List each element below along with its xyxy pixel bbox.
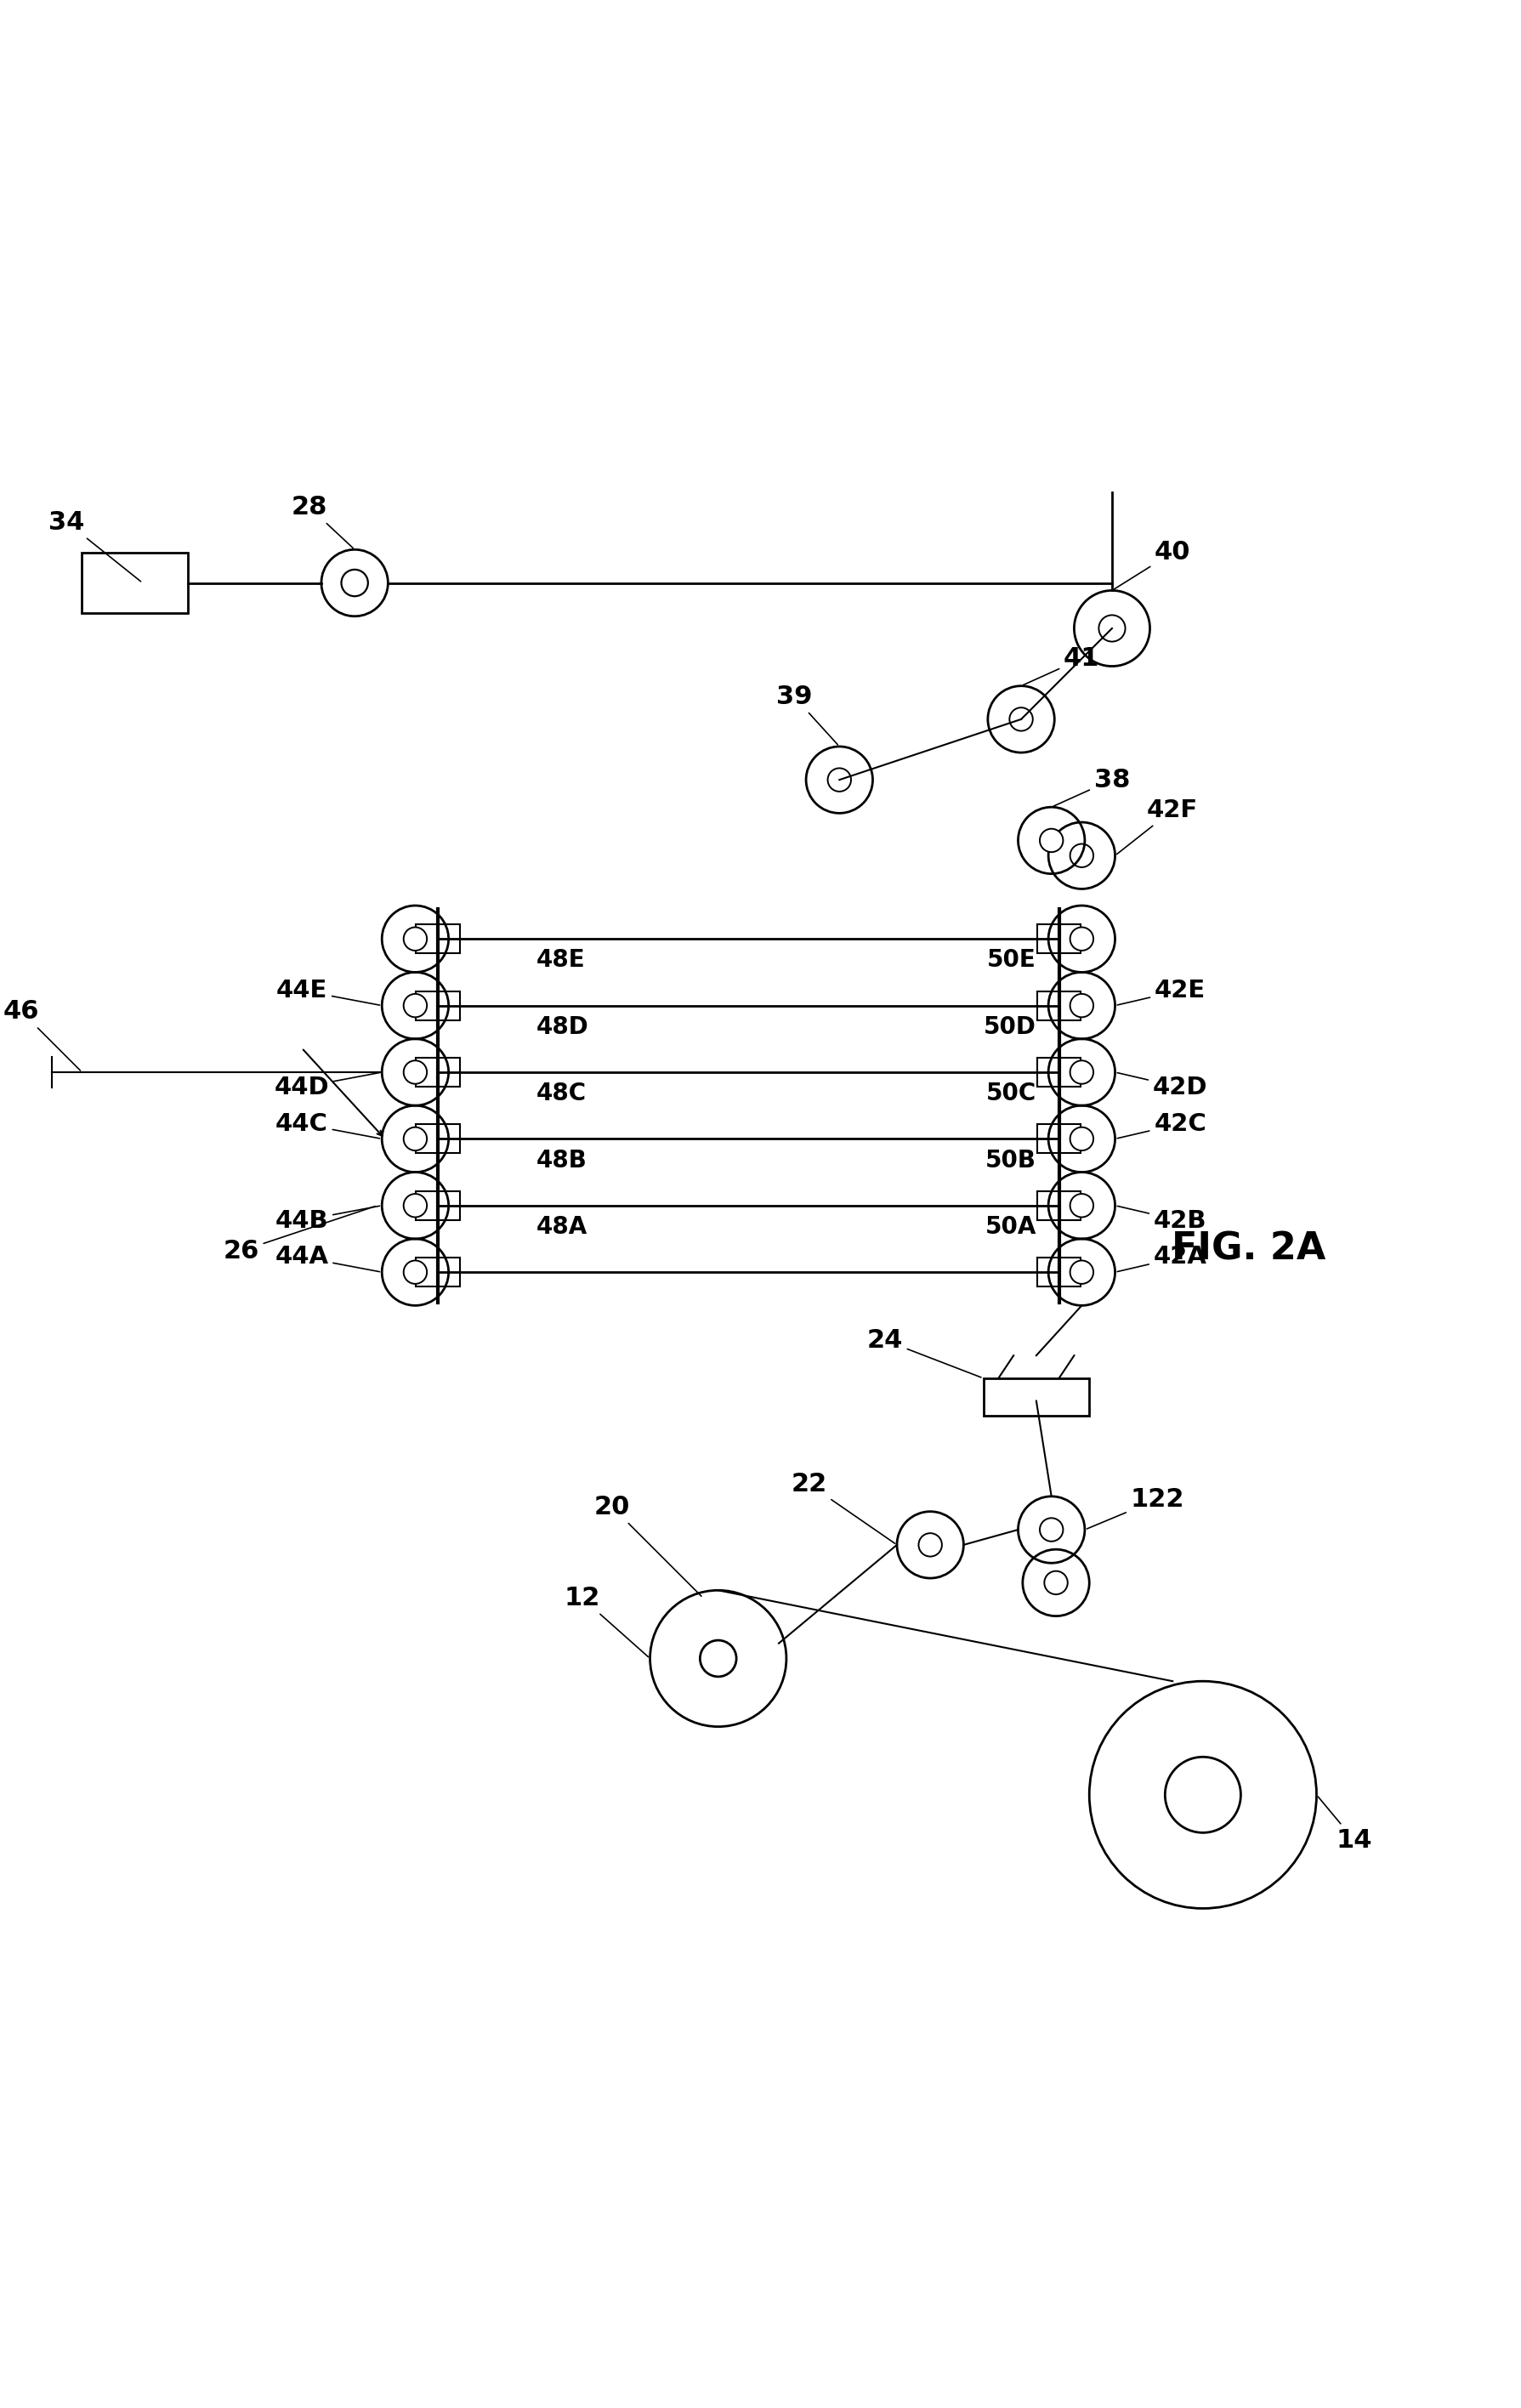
Text: 40: 40 bbox=[1113, 539, 1191, 590]
Text: 34: 34 bbox=[49, 510, 141, 580]
Text: 24: 24 bbox=[867, 1327, 981, 1377]
Bar bbox=[417, 1125, 459, 1153]
Text: 50E: 50E bbox=[987, 949, 1036, 973]
Text: 48B: 48B bbox=[537, 1149, 587, 1173]
Text: 50B: 50B bbox=[986, 1149, 1036, 1173]
Bar bbox=[1037, 992, 1081, 1021]
Circle shape bbox=[827, 768, 852, 792]
Text: 39: 39 bbox=[776, 684, 838, 744]
Text: 48E: 48E bbox=[537, 949, 586, 973]
Text: 44B: 44B bbox=[275, 1206, 380, 1233]
Bar bbox=[417, 1257, 459, 1286]
Bar bbox=[1037, 1125, 1081, 1153]
Text: 22: 22 bbox=[791, 1471, 894, 1544]
Text: 44D: 44D bbox=[274, 1072, 380, 1100]
Bar bbox=[417, 992, 459, 1021]
Text: 28: 28 bbox=[291, 494, 353, 549]
Bar bbox=[417, 1192, 459, 1221]
Bar bbox=[1037, 1057, 1081, 1086]
Text: 42F: 42F bbox=[1116, 797, 1199, 855]
Text: 50C: 50C bbox=[986, 1081, 1036, 1105]
Circle shape bbox=[1040, 828, 1063, 852]
Text: 20: 20 bbox=[595, 1495, 701, 1597]
Text: 50D: 50D bbox=[984, 1016, 1036, 1038]
Circle shape bbox=[919, 1534, 941, 1556]
Circle shape bbox=[1040, 1517, 1063, 1541]
Circle shape bbox=[1071, 1194, 1094, 1216]
Circle shape bbox=[403, 927, 427, 951]
Circle shape bbox=[1071, 1127, 1094, 1151]
Text: 44E: 44E bbox=[275, 978, 380, 1004]
Text: 38: 38 bbox=[1054, 768, 1130, 807]
Text: 44C: 44C bbox=[275, 1112, 380, 1139]
Text: 26: 26 bbox=[224, 1206, 376, 1264]
Bar bbox=[1037, 1257, 1081, 1286]
Text: 42D: 42D bbox=[1118, 1072, 1208, 1100]
Text: 42E: 42E bbox=[1118, 978, 1206, 1004]
Text: 42B: 42B bbox=[1118, 1206, 1206, 1233]
Bar bbox=[82, 551, 189, 614]
Text: 44A: 44A bbox=[275, 1245, 380, 1271]
Circle shape bbox=[1071, 927, 1094, 951]
Circle shape bbox=[403, 1060, 427, 1084]
Text: 48C: 48C bbox=[537, 1081, 587, 1105]
Circle shape bbox=[1045, 1570, 1068, 1594]
Circle shape bbox=[1071, 1060, 1094, 1084]
Text: 46: 46 bbox=[3, 999, 81, 1072]
Bar bbox=[417, 1057, 459, 1086]
Bar bbox=[983, 1377, 1089, 1416]
Text: 42C: 42C bbox=[1118, 1112, 1206, 1139]
Bar bbox=[417, 925, 459, 954]
Circle shape bbox=[341, 571, 368, 597]
Circle shape bbox=[403, 1259, 427, 1283]
Text: 14: 14 bbox=[1319, 1796, 1372, 1852]
Circle shape bbox=[1071, 843, 1094, 867]
Text: 41: 41 bbox=[1024, 645, 1100, 684]
Circle shape bbox=[403, 1127, 427, 1151]
Text: 48A: 48A bbox=[537, 1216, 587, 1238]
Text: 122: 122 bbox=[1088, 1488, 1185, 1529]
Text: 42A: 42A bbox=[1118, 1245, 1208, 1271]
Text: 50A: 50A bbox=[986, 1216, 1036, 1238]
Circle shape bbox=[403, 995, 427, 1016]
Circle shape bbox=[1071, 995, 1094, 1016]
Circle shape bbox=[403, 1194, 427, 1216]
Circle shape bbox=[1098, 614, 1126, 641]
Text: 48D: 48D bbox=[537, 1016, 589, 1038]
Bar bbox=[1037, 1192, 1081, 1221]
Bar bbox=[1037, 925, 1081, 954]
Circle shape bbox=[1010, 708, 1033, 732]
Text: 12: 12 bbox=[564, 1584, 648, 1657]
Text: FIG. 2A: FIG. 2A bbox=[1171, 1230, 1325, 1267]
Circle shape bbox=[1071, 1259, 1094, 1283]
